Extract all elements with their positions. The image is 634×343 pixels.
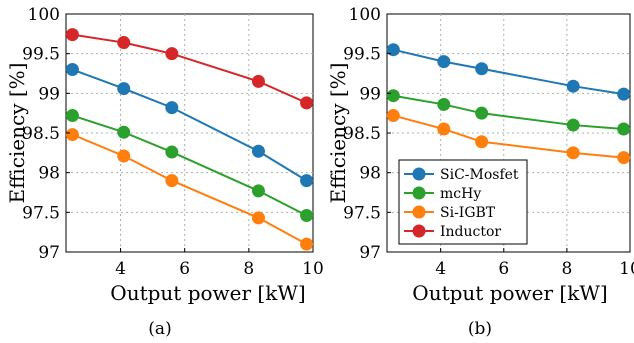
y-tick-label: 98.5 — [22, 124, 60, 144]
data-point — [165, 101, 179, 115]
data-point — [65, 28, 79, 42]
grid-a — [66, 14, 313, 252]
series-layer-b — [386, 43, 631, 165]
x-axis-label-b: Output power [kW] — [412, 281, 607, 305]
y-tick-label: 98 — [38, 164, 60, 184]
legend-swatch-marker-1 — [412, 186, 426, 200]
y-tick-label: 99 — [38, 84, 60, 104]
y-tick-label: 97.5 — [22, 203, 60, 223]
data-point — [65, 128, 79, 142]
data-point — [566, 118, 580, 132]
legend-swatch-marker-2 — [412, 205, 426, 219]
data-point — [300, 237, 314, 251]
series-layer-a — [65, 28, 314, 251]
x-tick-label: 4 — [115, 259, 126, 279]
data-point — [386, 43, 400, 57]
legend-entry-0: SiC-Mosfet — [404, 167, 519, 183]
legend-label-2: Si-IGBT — [440, 205, 496, 221]
series-sic-mosfet — [65, 63, 314, 188]
data-point — [117, 149, 131, 163]
legend-label-3: Inductor — [440, 224, 501, 240]
y-axis-label-b: Efficiency [%] — [326, 63, 350, 204]
ticks-b: 97 97.5 98 98.5 99 99.5 100 4 6 8 10 — [343, 5, 634, 279]
plot-frame-a — [65, 13, 314, 253]
y-tick-label: 97 — [38, 243, 60, 263]
legend-label-0: SiC-Mosfet — [440, 167, 519, 183]
x-axis-label-a: Output power [kW] — [110, 281, 305, 305]
y-tick-label: 98.5 — [343, 124, 381, 144]
data-point — [386, 109, 400, 123]
data-point — [617, 122, 631, 136]
series-si-igbt — [65, 128, 314, 251]
data-point — [65, 63, 79, 77]
y-tick-label: 99 — [359, 84, 381, 104]
data-point — [300, 96, 314, 110]
legend-entry-2: Si-IGBT — [404, 205, 496, 221]
data-point — [65, 109, 79, 123]
legend-label-1: mcHy — [440, 186, 481, 202]
data-point — [251, 144, 265, 158]
y-tick-label: 100 — [349, 5, 381, 25]
series-si-igbt — [386, 109, 631, 165]
x-tick-label: 8 — [561, 259, 572, 279]
data-point — [300, 174, 314, 188]
y-tick-label: 99.5 — [22, 45, 60, 65]
panel-b: 97 97.5 98 98.5 99 99.5 100 4 6 8 10 Output power … — [326, 5, 634, 339]
data-point — [251, 184, 265, 198]
legend: SiC-Mosfet mcHy Si-IGBT Inductor — [398, 159, 528, 245]
data-point — [617, 87, 631, 101]
x-tick-label: 6 — [179, 259, 190, 279]
data-point — [437, 97, 451, 111]
data-point — [437, 55, 451, 69]
data-point — [566, 146, 580, 160]
data-point — [617, 151, 631, 165]
caption-b: (b) — [468, 319, 492, 339]
legend-swatch-marker-0 — [412, 167, 426, 181]
data-point — [165, 174, 179, 188]
data-point — [117, 82, 131, 96]
data-point — [437, 122, 451, 136]
y-tick-label: 98 — [359, 164, 381, 184]
x-tick-label: 10 — [302, 259, 324, 279]
x-tick-label: 6 — [498, 259, 509, 279]
ticks-a: 97 97.5 98 98.5 99 99.5 100 4 6 8 10 — [22, 5, 324, 279]
data-point — [165, 47, 179, 61]
data-point — [566, 79, 580, 93]
y-axis-label-a: Efficiency [%] — [5, 63, 29, 204]
data-point — [475, 62, 489, 76]
y-tick-label: 97.5 — [343, 203, 381, 223]
x-tick-label: 10 — [619, 259, 634, 279]
y-tick-label: 99.5 — [343, 45, 381, 65]
x-tick-label: 4 — [435, 259, 446, 279]
legend-swatch-marker-3 — [412, 224, 426, 238]
series-sic-mosfet — [386, 43, 631, 101]
y-tick-label: 97 — [359, 243, 381, 263]
data-point — [251, 74, 265, 88]
y-tick-label: 100 — [28, 5, 60, 25]
data-point — [117, 125, 131, 139]
x-tick-label: 8 — [243, 259, 254, 279]
legend-entry-1: mcHy — [404, 186, 481, 202]
panel-a: 97 97.5 98 98.5 99 99.5 100 4 6 8 10 Output power … — [5, 5, 324, 339]
series-mchy — [65, 109, 314, 223]
data-point — [117, 36, 131, 50]
series-inductor — [65, 28, 314, 110]
legend-entry-3: Inductor — [404, 224, 501, 240]
data-point — [251, 211, 265, 225]
data-point — [475, 135, 489, 149]
series-mchy — [386, 89, 631, 136]
caption-a: (a) — [148, 319, 171, 339]
data-point — [300, 209, 314, 223]
data-point — [165, 145, 179, 159]
data-point — [386, 89, 400, 103]
data-point — [475, 106, 489, 120]
